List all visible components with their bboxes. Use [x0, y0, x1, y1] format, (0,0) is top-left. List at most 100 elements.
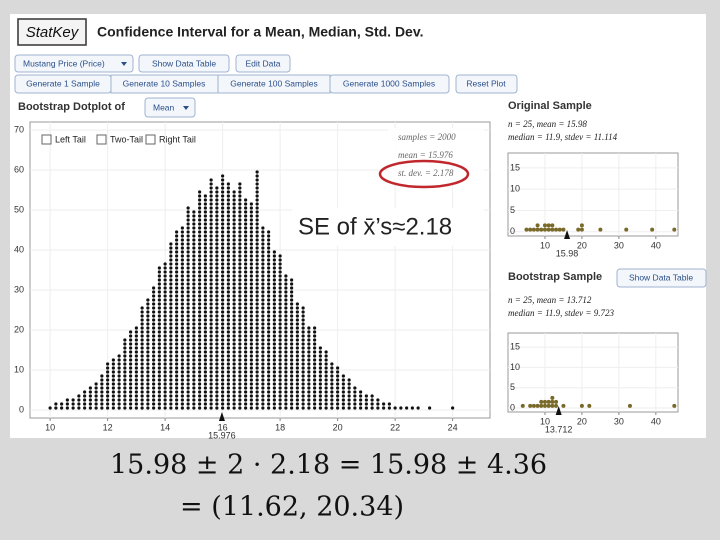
- dot-column: [579, 223, 584, 232]
- dot-column: [267, 230, 271, 410]
- x-tick-label: 30: [614, 240, 624, 250]
- button[interactable]: Reset Plot: [455, 74, 518, 94]
- x-tick-label: 40: [651, 416, 661, 426]
- plot-area: [507, 152, 679, 237]
- dot-column: [539, 227, 544, 232]
- button[interactable]: Show Data Table: [616, 268, 707, 288]
- button[interactable]: Generate 100 Samples: [217, 74, 331, 94]
- x-tick-label: 20: [333, 422, 343, 432]
- checkbox[interactable]: [145, 134, 156, 145]
- button[interactable]: Show Data Table: [138, 54, 230, 73]
- button-label: Show Data Table: [629, 272, 693, 282]
- y-tick-label: 10: [510, 184, 520, 194]
- dot-column: [65, 398, 69, 410]
- app-title: Confidence Interval for a Mean, Median, …: [97, 24, 423, 40]
- dot-column: [393, 406, 397, 410]
- dot-column: [579, 403, 584, 408]
- y-tick-label: 5: [510, 205, 515, 215]
- dot-column: [520, 403, 525, 408]
- x-tick-label: 16: [218, 422, 228, 432]
- dot-column: [106, 362, 110, 410]
- dot-column: [221, 174, 225, 410]
- dot-column: [94, 382, 98, 410]
- x-tick-label: 14: [160, 422, 170, 432]
- original-stats: median = 11.9, stdev = 11.114: [508, 132, 618, 142]
- dot-column: [364, 394, 368, 410]
- dot-column: [284, 274, 288, 410]
- dot-column: [140, 306, 144, 410]
- dot-column: [60, 402, 64, 410]
- mean-label: 15.976: [208, 430, 236, 440]
- dot-column: [405, 406, 409, 410]
- statistic-dropdown[interactable]: Mean: [144, 97, 196, 118]
- dot-column: [359, 390, 363, 410]
- dot-column: [54, 402, 58, 410]
- y-tick-label: 10: [510, 362, 520, 372]
- button-label: Show Data Table: [152, 58, 216, 68]
- dot-column: [531, 227, 536, 232]
- checkbox-label: Two-Tail: [110, 134, 143, 144]
- dot-column: [48, 406, 52, 410]
- dot-column: [576, 227, 581, 232]
- caret: [183, 106, 189, 110]
- dot-column: [152, 286, 156, 410]
- dot-column: [451, 406, 455, 410]
- button[interactable]: Generate 1000 Samples: [329, 74, 450, 94]
- dot-column: [535, 403, 540, 408]
- dot-column: [535, 223, 540, 232]
- dot-column: [100, 374, 104, 410]
- dot-column: [528, 227, 533, 232]
- y-tick-label: 10: [14, 364, 24, 374]
- y-tick-label: 0: [510, 226, 515, 236]
- button[interactable]: Edit Data: [235, 54, 291, 73]
- dot-column: [399, 406, 403, 410]
- button-label: Generate 10 Samples: [123, 78, 206, 88]
- dot-column: [587, 403, 592, 408]
- checkbox[interactable]: [41, 134, 52, 145]
- checkbox-label: Right Tail: [159, 134, 196, 144]
- bootstrap-title: Bootstrap Sample: [508, 271, 602, 283]
- dot-column: [244, 198, 248, 410]
- dot-column: [111, 358, 115, 410]
- dot-column: [550, 395, 555, 408]
- dot-column: [539, 399, 544, 408]
- mean-label: 13.712: [545, 424, 573, 434]
- dot-column: [341, 374, 345, 410]
- dot-column: [336, 366, 340, 410]
- button-label: Mean: [153, 102, 175, 112]
- y-tick-label: 0: [19, 404, 24, 414]
- y-tick-label: 50: [14, 204, 24, 214]
- original-title: Original Sample: [508, 100, 592, 112]
- dot-column: [416, 406, 420, 410]
- plot-area: [507, 332, 679, 413]
- y-tick-label: 60: [14, 164, 24, 174]
- dot-column: [531, 403, 536, 408]
- bootstrap-stats: median = 11.9, stdev = 9.723: [508, 308, 614, 318]
- x-tick-label: 20: [577, 240, 587, 250]
- dot-column: [627, 403, 632, 408]
- formula-line: 15.98 ± 2 · 2.18 = 15.98 ± 4.36: [110, 450, 547, 481]
- x-tick-label: 30: [614, 416, 624, 426]
- x-tick-label: 10: [45, 422, 55, 432]
- button-label: Generate 1000 Samples: [343, 78, 435, 88]
- dot-column: [295, 302, 299, 410]
- dot-column: [542, 223, 547, 232]
- x-tick-label: 40: [651, 240, 661, 250]
- dot-column: [542, 399, 547, 408]
- variable-dropdown[interactable]: Mustang Price (Price): [14, 54, 134, 73]
- dot-column: [117, 354, 121, 410]
- button[interactable]: Generate 1 Sample: [14, 74, 112, 94]
- dot-column: [557, 227, 562, 232]
- button[interactable]: Generate 10 Samples: [110, 74, 219, 94]
- checkbox-label: Left Tail: [55, 134, 86, 144]
- highlight-circle: [378, 159, 470, 189]
- checkbox[interactable]: [96, 134, 107, 145]
- dot-column: [524, 227, 529, 232]
- dot-column: [313, 326, 317, 410]
- dot-column: [554, 227, 559, 232]
- dot-column: [410, 406, 414, 410]
- dot-column: [215, 186, 219, 410]
- dot-column: [163, 262, 167, 410]
- dot-column: [318, 346, 322, 410]
- dot-column: [382, 402, 386, 410]
